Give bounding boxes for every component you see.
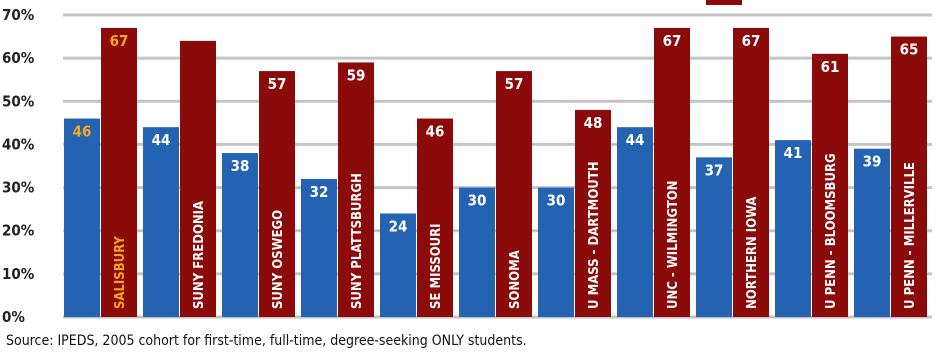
data-label: 41 [784,144,803,162]
bar-series1 [64,118,100,318]
data-label: 30 [547,192,566,210]
bar-series1 [459,187,495,317]
data-label: 59 [347,66,366,84]
data-label: 38 [231,157,250,175]
bar-series2 [812,53,848,317]
y-tick-label: 60% [2,49,35,67]
bar-series1 [380,213,416,317]
category-label: U MASS - DARTMOUTH [587,161,602,309]
data-label: 30 [468,192,487,210]
data-label: 37 [705,161,724,179]
data-label: 46 [426,123,445,141]
y-tick-label: 70% [2,6,35,24]
bar-chart: 0% 10% 20% 30% 40% 50% 60% 70% 46 67 SALISBURY 44 SU… [2,0,932,326]
data-label: 57 [505,75,524,93]
category-label: SUNY PLATTSBURGH [350,173,365,309]
bar-series1 [617,127,653,318]
bar-series2 [654,27,690,317]
bar-series2 [338,62,374,318]
bar-series2 [101,27,137,317]
data-label: 65 [900,41,919,59]
y-tick-label: 40% [2,135,35,153]
y-tick-label: 50% [2,92,35,110]
category-label: SALISBURY [113,236,128,309]
category-label: U PENN - MILLERVILLE [903,162,918,309]
category-label: SUNY OSWEGO [271,210,286,309]
bar-series2 [259,71,295,317]
y-tick-label: 10% [2,265,35,283]
data-label: 46 [73,123,92,141]
category-label: SE MISSOURI [429,223,444,309]
category-label: SUNY FREDONIA [192,201,207,309]
data-label: 57 [268,75,287,93]
data-label: 67 [742,32,761,50]
bar-series2 [417,118,453,318]
data-label: 61 [821,58,840,76]
data-label: 67 [663,32,682,50]
bar-series1 [301,178,337,317]
category-label: SONOMA [508,250,523,309]
data-label: 24 [389,217,408,235]
y-tick-label: 30% [2,179,35,197]
category-label: NORTHERN IOWA [745,197,760,309]
data-label: 44 [152,131,171,149]
category-label: UNC - WILMINGTON [666,181,681,309]
category-label: U PENN - BLOOMSBURG [824,153,839,309]
bar-series2 [575,109,611,318]
bar-series2 [180,40,216,318]
bar-series1 [538,187,574,317]
bar-series2 [733,27,769,317]
data-label: 44 [626,131,645,149]
data-label: 67 [110,32,129,50]
y-tick-label: 20% [2,222,35,240]
data-label: 48 [584,114,603,132]
bar-series1 [143,127,179,318]
data-label: 39 [863,153,882,171]
bar-series1 [854,148,890,317]
bar-series1 [222,153,258,317]
bar-series1 [696,157,732,317]
y-tick-label: 0% [2,308,25,326]
legend-swatch [706,0,742,5]
bar-series1 [775,140,811,317]
bar-series2 [496,71,532,317]
data-label: 32 [310,183,329,201]
bar-series2 [891,36,927,317]
source-note: Source: IPEDS, 2005 cohort for first-tim… [6,333,527,349]
